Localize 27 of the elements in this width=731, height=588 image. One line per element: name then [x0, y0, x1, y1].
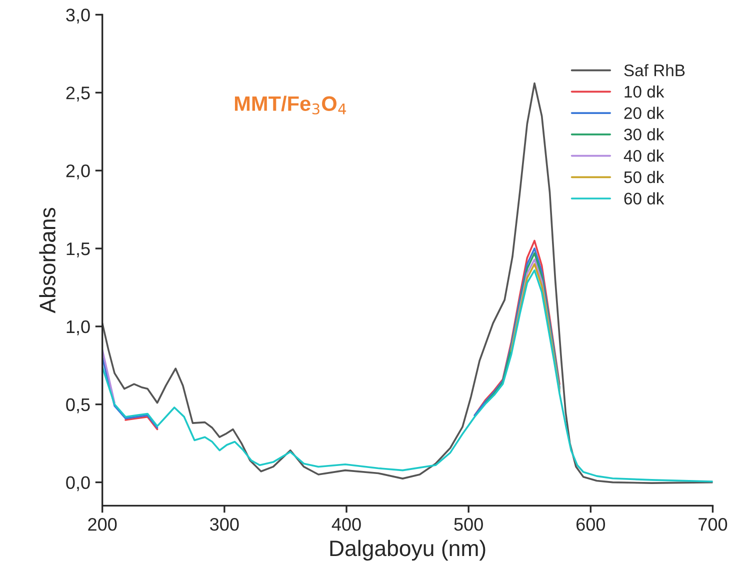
legend-label: 50 dk	[624, 170, 664, 184]
y-tick-label: 3,0	[66, 8, 90, 24]
y-tick-label: 0,0	[66, 476, 90, 492]
legend-label: Saf RhB	[624, 64, 685, 76]
annotation: MMT/Fe$_{3}$O$_{4}$	[234, 96, 346, 114]
legend-label: 20 dk	[624, 106, 664, 120]
line-series	[102, 269, 713, 482]
line-series	[510, 263, 560, 393]
line-series	[484, 252, 560, 404]
y-tick-label: 2,0	[66, 164, 90, 180]
line-series	[102, 82, 713, 484]
x-tick-label: 200	[88, 518, 117, 531]
x-tick-label: 700	[698, 518, 728, 531]
x-tick-label: 400	[332, 518, 361, 531]
y-tick-label: 2,5	[66, 86, 90, 102]
legend-label: 60 dk	[624, 192, 664, 205]
x-tick-label: 600	[576, 518, 606, 531]
x-axis-title: Dalgaboyu (nm)	[330, 540, 486, 561]
y-tick-label: 0,5	[66, 398, 90, 414]
legend-label: 10 dk	[624, 85, 664, 98]
y-axis-title: Absorbans	[39, 208, 56, 314]
legend-label: 30 dk	[624, 128, 664, 140]
x-tick-label: 300	[210, 518, 239, 531]
x-tick-label: 500	[454, 518, 483, 531]
y-tick-label: 1,5	[66, 242, 90, 258]
y-tick-label: 1,0	[66, 320, 90, 336]
legend-label: 40 dk	[624, 150, 664, 162]
